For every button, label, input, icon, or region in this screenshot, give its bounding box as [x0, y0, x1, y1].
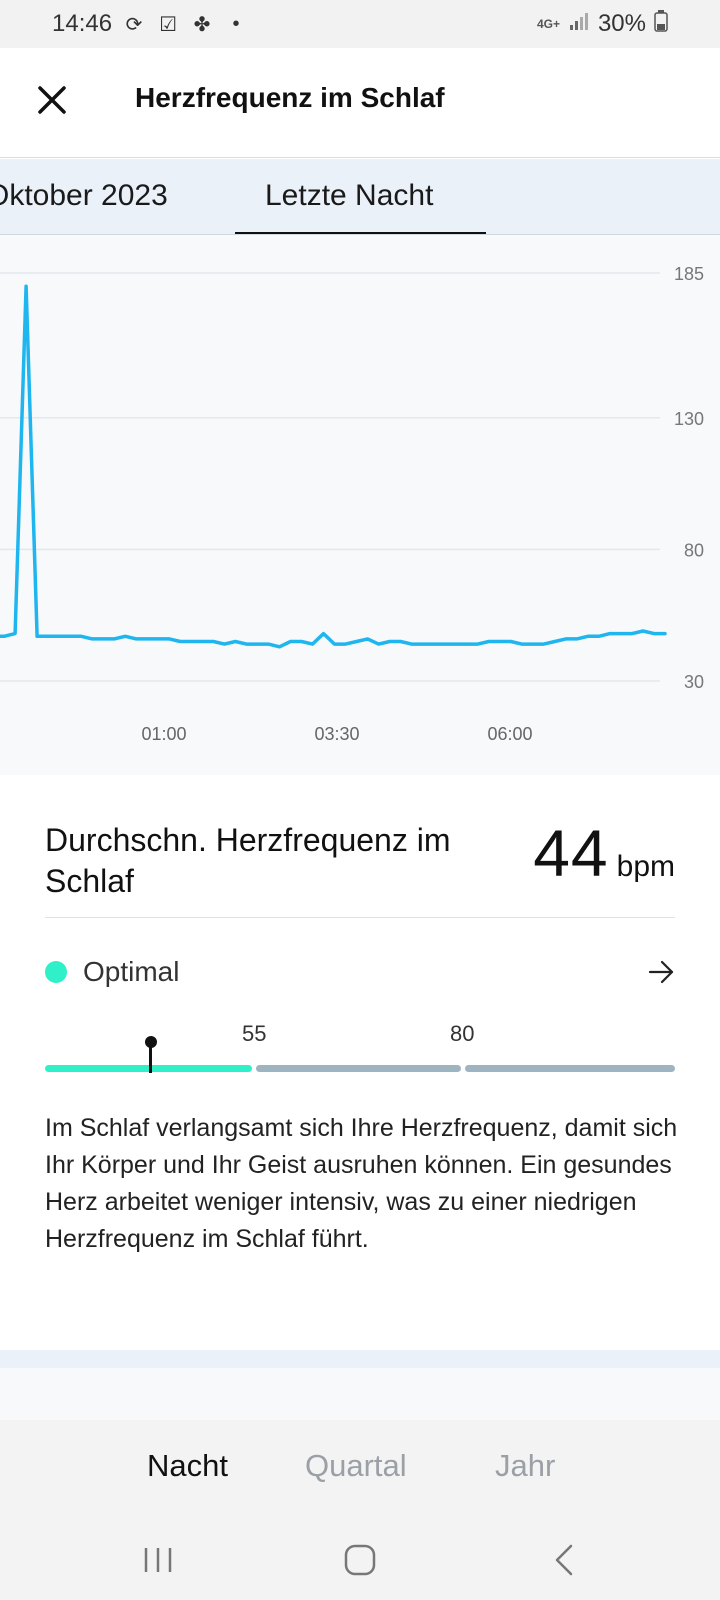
average-heart-rate: 44 [533, 816, 609, 890]
summary-section: Durchschn. Herzfrequenz im Schlaf 44 bpm [45, 820, 675, 902]
y-tick-label: 80 [684, 540, 704, 560]
summary-title: Durchschn. Herzfrequenz im Schlaf [45, 822, 451, 899]
heart-rate-scale: 55 80 [45, 1015, 675, 1075]
scale-segment-optimal [45, 1065, 252, 1072]
status-row[interactable]: Optimal [45, 952, 675, 992]
signal-icon [568, 10, 590, 38]
recent-apps-icon[interactable] [138, 1540, 178, 1580]
status-time: 14:46 [52, 10, 113, 37]
fan-icon: ✤ [193, 13, 211, 36]
battery-icon [654, 9, 668, 39]
page-title: Herzfrequenz im Schlaf [135, 82, 445, 113]
heart-rate-series-line [0, 284, 667, 649]
dot-icon: • [232, 12, 240, 35]
arrow-right-icon[interactable] [647, 958, 675, 986]
scale-marker-dot [145, 1036, 157, 1048]
x-tick-label: 03:30 [314, 724, 359, 744]
scale-segment-normal [256, 1065, 461, 1072]
chart-svg: 185 130 80 30 01:00 03:30 06:00 [0, 264, 704, 744]
x-tick-label: 06:00 [487, 724, 532, 744]
status-label: Optimal [83, 956, 180, 987]
range-tab-quarter[interactable]: Quartal [305, 1448, 407, 1483]
system-nav-bar [0, 1520, 720, 1600]
checkbox-icon: ☑ [159, 13, 178, 36]
summary-value: 44 bpm [533, 820, 675, 886]
status-dot [45, 961, 67, 983]
range-tab-night[interactable]: Nacht [147, 1448, 228, 1483]
y-tick-label: 130 [674, 409, 704, 429]
section-band [0, 1350, 720, 1368]
scale-segment-high [465, 1065, 675, 1072]
scale-label-high: 80 [450, 1021, 475, 1046]
status-bar: 14:46 ⟳ ☑ ✤ • 4G+ 30% [0, 0, 720, 48]
y-tick-label: 185 [674, 264, 704, 284]
section-band-lower [0, 1368, 720, 1420]
scale-marker [149, 1043, 152, 1073]
period-tabs: Oktober 2023 Letzte Nacht [0, 159, 720, 235]
active-tab-indicator [235, 232, 486, 234]
range-tab-year[interactable]: Jahr [495, 1448, 556, 1483]
tab-previous-period[interactable]: Oktober 2023 [0, 179, 168, 212]
heart-rate-chart: 185 130 80 30 01:00 03:30 06:00 [0, 235, 720, 775]
tab-last-night[interactable]: Letzte Nacht [265, 179, 434, 212]
app-header: Herzfrequenz im Schlaf [0, 48, 720, 158]
network-indicator: 4G+ [536, 16, 560, 31]
range-tabs: Nacht Quartal Jahr [0, 1420, 720, 1520]
sync-icon: ⟳ [125, 13, 143, 36]
x-tick-label: 01:00 [141, 724, 186, 744]
unit-label: bpm [616, 850, 675, 883]
divider [45, 917, 675, 918]
back-icon[interactable] [545, 1540, 585, 1580]
scale-label-low: 55 [242, 1021, 267, 1046]
description-text: Im Schlaf verlangsamt sich Ihre Herzfreq… [45, 1114, 678, 1253]
battery-percent: 30% [597, 10, 646, 37]
y-tick-label: 30 [684, 672, 704, 692]
close-icon[interactable] [36, 84, 68, 116]
home-icon[interactable] [340, 1540, 380, 1580]
